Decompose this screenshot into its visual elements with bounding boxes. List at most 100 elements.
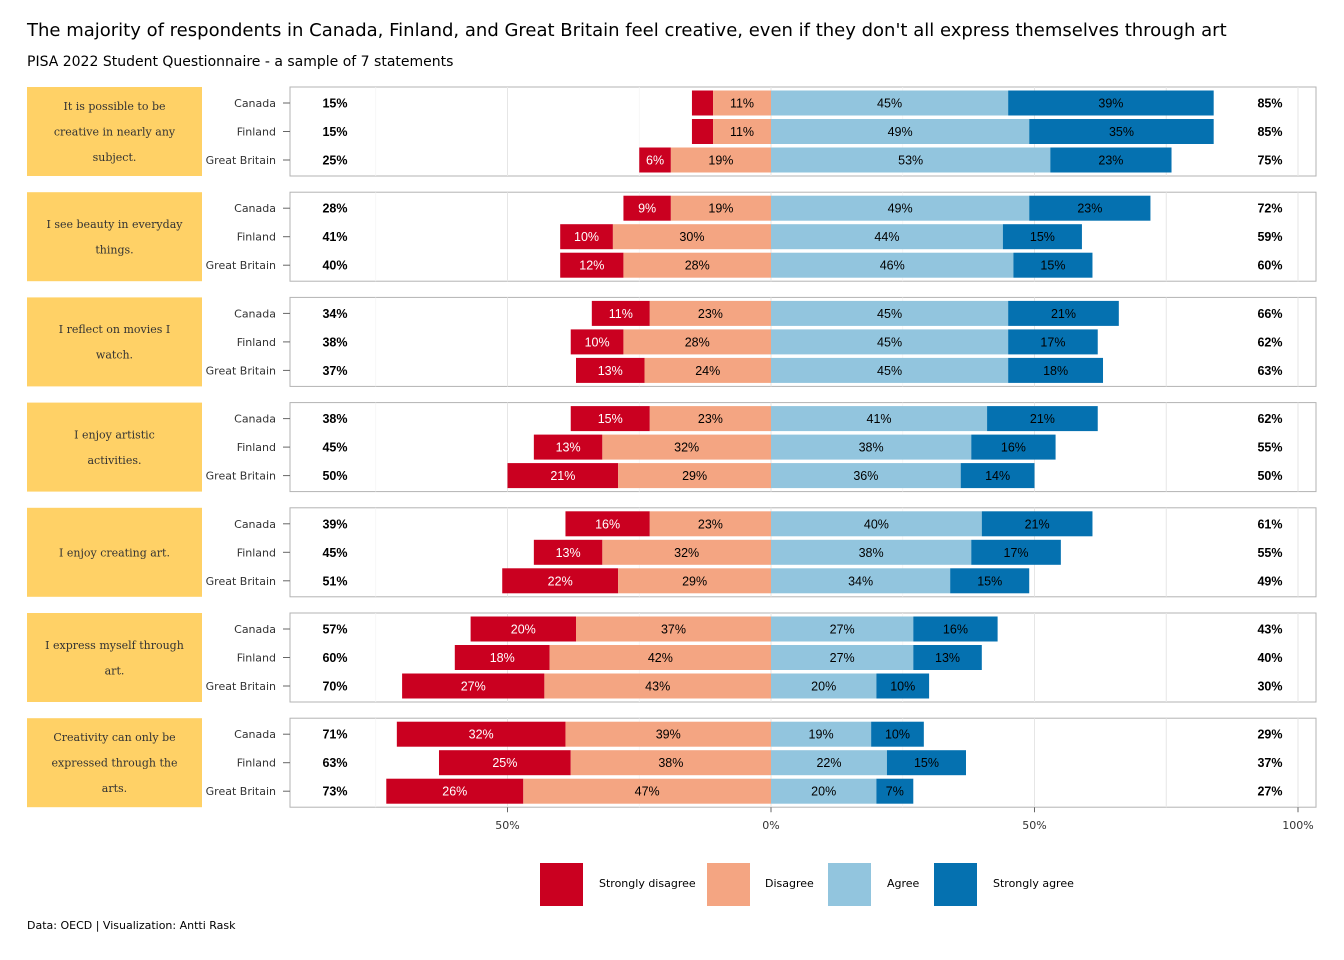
data-label: 41% (867, 412, 892, 426)
agree-total: 61% (1257, 517, 1282, 531)
bar-disagree (713, 90, 771, 116)
bar-agree (771, 90, 1009, 116)
disagree-total: 28% (322, 202, 347, 216)
bar-agree (771, 406, 988, 432)
bar-strongly-disagree (639, 147, 671, 173)
chart-subtitle: PISA 2022 Student Questionnaire - a samp… (27, 54, 454, 70)
bar-agree (771, 434, 972, 460)
bar-disagree (565, 721, 771, 747)
bar-strongly-disagree (502, 568, 619, 594)
statement-label-box (27, 192, 202, 282)
data-label: 27% (461, 680, 486, 694)
data-label: 42% (648, 651, 673, 665)
bar-strongly-agree (1029, 119, 1214, 144)
statement-label-box (27, 87, 202, 176)
x-tick-label: 50% (1022, 819, 1046, 832)
data-label: 22% (816, 756, 841, 770)
bar-strongly-disagree (570, 329, 624, 355)
data-label: 38% (859, 546, 884, 560)
agree-total: 37% (1257, 756, 1282, 770)
data-label: 21% (550, 469, 575, 483)
data-label: 23% (1098, 154, 1123, 168)
bar-strongly-agree (960, 463, 1035, 489)
disagree-total: 15% (322, 97, 347, 111)
country-label: Canada (234, 623, 276, 636)
bar-disagree (670, 195, 771, 221)
agree-total: 55% (1257, 546, 1282, 560)
bar-disagree (576, 616, 771, 642)
data-label: 23% (698, 412, 723, 426)
country-label: Great Britain (206, 785, 276, 798)
data-label: 17% (1040, 335, 1065, 349)
bar-agree (771, 195, 1030, 221)
data-label: 19% (708, 202, 733, 216)
data-label: 37% (661, 623, 686, 637)
statement-label: creative in nearly any (54, 126, 176, 139)
data-label: 17% (1004, 546, 1029, 560)
panel-6: I express myself through art. Canada 20% 37%… (27, 612, 1317, 703)
bar-strongly-disagree (507, 463, 619, 489)
disagree-total: 34% (322, 307, 347, 321)
bar-agree (771, 119, 1030, 144)
statement-label: art. (105, 664, 125, 677)
data-label: 28% (685, 259, 710, 273)
bar-strongly-disagree (691, 90, 714, 116)
panel-5: I enjoy creating art. Canada 16% 23% 40% 21% 3… (27, 507, 1317, 598)
data-label: 32% (674, 441, 699, 455)
bar-disagree (644, 357, 771, 383)
bar-disagree (670, 147, 771, 173)
data-label: 38% (859, 441, 884, 455)
bar-agree (771, 645, 914, 670)
legend-label-strongly-agree: Strongly agree (993, 877, 1074, 890)
data-label: 20% (811, 785, 836, 799)
data-label: 30% (679, 230, 704, 244)
bar-strongly-agree (987, 406, 1098, 432)
data-label: 27% (830, 651, 855, 665)
country-label: Finland (237, 652, 276, 665)
bar-disagree (618, 568, 771, 594)
data-label: 40% (864, 517, 889, 531)
country-label: Great Britain (206, 680, 276, 693)
disagree-total: 38% (322, 412, 347, 426)
data-label: 10% (890, 680, 915, 694)
bar-agree (771, 300, 1009, 326)
country-label: Finland (237, 336, 276, 349)
legend-swatch-strongly-agree (934, 863, 977, 906)
legend-swatch-disagree (707, 863, 750, 906)
bar-agree (771, 329, 1009, 355)
country-label: Canada (234, 202, 276, 215)
country-label: Finland (237, 757, 276, 770)
disagree-total: 41% (322, 230, 347, 244)
bar-strongly-disagree (470, 616, 577, 642)
statement-label: activities. (88, 454, 142, 467)
data-label: 18% (490, 651, 515, 665)
x-tick-label: 100% (1282, 819, 1313, 832)
bar-strongly-agree (913, 645, 982, 670)
bar-agree (771, 721, 872, 747)
disagree-total: 57% (322, 623, 347, 637)
statement-label-box (27, 718, 202, 808)
bar-disagree (523, 778, 771, 804)
disagree-total: 40% (322, 259, 347, 273)
data-label: 6% (646, 154, 664, 168)
data-label: 32% (674, 546, 699, 560)
data-label: 13% (598, 364, 623, 378)
chart-title: The majority of respondents in Canada, F… (27, 20, 1227, 41)
data-label: 29% (682, 469, 707, 483)
panel-1: It is possible to be creative in nearly a… (27, 86, 1317, 177)
data-label: 43% (645, 680, 670, 694)
country-label: Canada (234, 413, 276, 426)
bar-strongly-disagree (533, 434, 603, 460)
data-label: 10% (574, 230, 599, 244)
statement-label: expressed through the (52, 757, 178, 770)
bar-strongly-agree (971, 434, 1056, 460)
statement-label-box (27, 613, 202, 702)
agree-total: 43% (1257, 623, 1282, 637)
disagree-total: 39% (322, 517, 347, 531)
agree-total: 60% (1257, 259, 1282, 273)
disagree-total: 50% (322, 469, 347, 483)
panel-4: I enjoy artistic activities. Canada 15% 23% 4… (27, 402, 1317, 493)
agree-total: 49% (1257, 574, 1282, 588)
bar-disagree (570, 750, 771, 776)
data-label: 21% (1025, 517, 1050, 531)
